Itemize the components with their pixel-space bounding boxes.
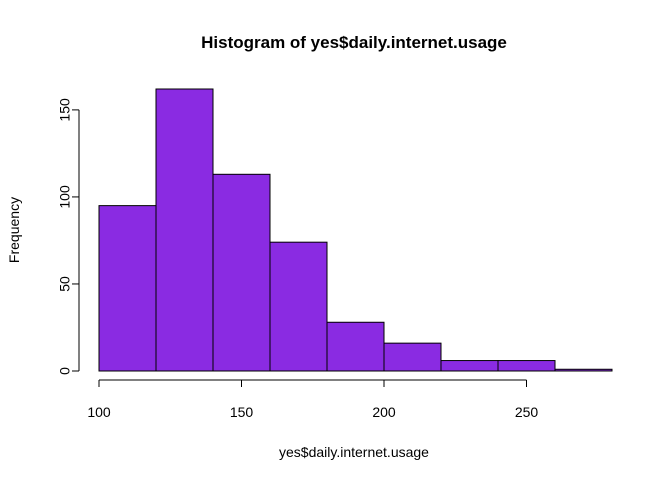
histogram-bar-220-240 (440, 360, 499, 372)
histogram-bar-260-280 (554, 368, 613, 372)
histogram-bar-240-260 (497, 360, 556, 372)
histogram-bar-180-200 (326, 321, 385, 372)
y-axis-ticks: 0 50 100 150 (57, 98, 79, 375)
histogram-bar-120-140 (155, 88, 214, 372)
x-tick-label-100: 100 (87, 404, 111, 420)
chart-title: Histogram of yes$daily.internet.usage (201, 33, 507, 52)
y-axis-label: Frequency (6, 197, 22, 263)
x-tick-label-250: 250 (515, 404, 539, 420)
histogram-bar-140-160 (212, 173, 271, 372)
x-tick-label-150: 150 (230, 404, 254, 420)
x-axis-label: yes$daily.internet.usage (279, 444, 429, 460)
histogram-bar-200-220 (383, 342, 442, 372)
x-axis-ticks: 100 150 200 250 (87, 380, 538, 420)
y-tick-label-50: 50 (57, 276, 73, 292)
bars-group (98, 88, 613, 372)
y-tick-label-100: 100 (57, 185, 73, 209)
x-tick-label-200: 200 (372, 404, 396, 420)
histogram-bar-100-120 (98, 205, 157, 372)
y-tick-label-0: 0 (57, 367, 73, 375)
histogram-bar-160-180 (269, 241, 328, 372)
y-tick-label-150: 150 (57, 98, 73, 122)
